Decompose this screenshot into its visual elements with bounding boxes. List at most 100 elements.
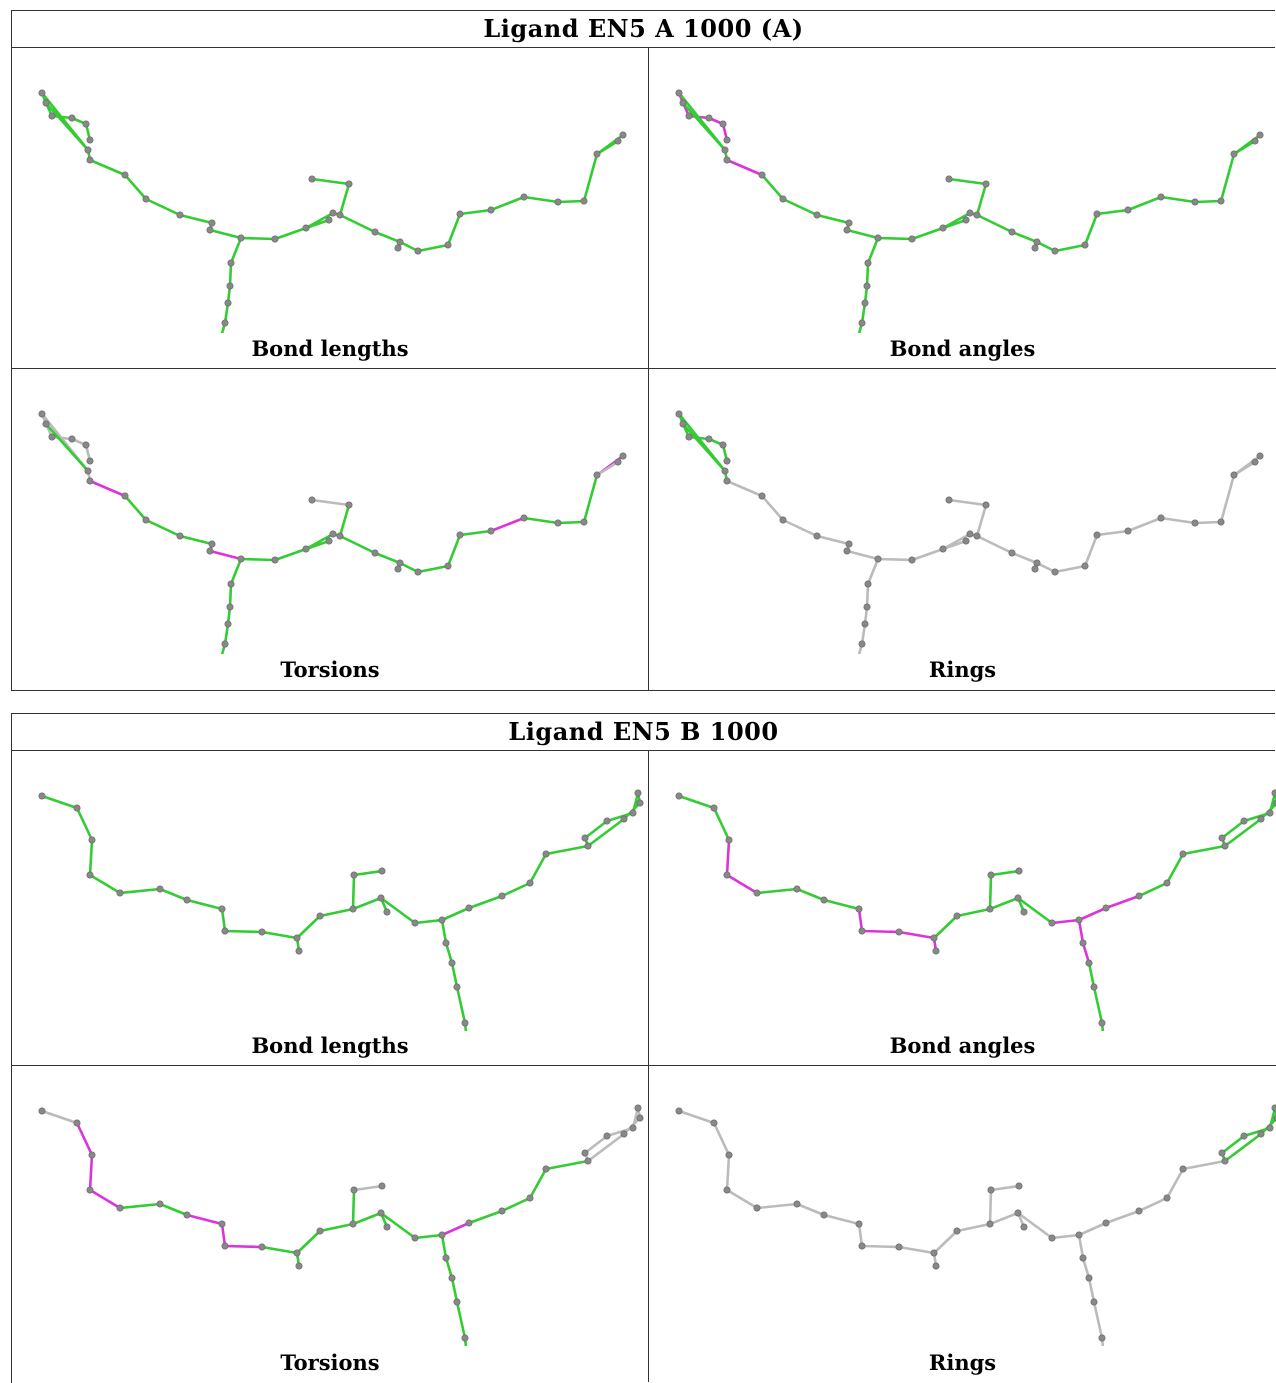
atom (843, 547, 851, 555)
bond (295, 1229, 322, 1255)
atom (1075, 1231, 1083, 1239)
atom (411, 919, 419, 927)
atom (1251, 137, 1259, 145)
ligand-b-rings-panel: Rings (649, 1066, 1276, 1382)
atom (38, 89, 46, 97)
atom (753, 889, 761, 897)
bond (1050, 1233, 1081, 1240)
atom (986, 1220, 994, 1228)
bond (1010, 230, 1039, 244)
bond (583, 819, 609, 840)
bond (260, 1245, 299, 1255)
atom (1020, 1223, 1028, 1231)
bond (975, 503, 988, 538)
atom (302, 224, 310, 232)
bond (1083, 533, 1099, 568)
atom (982, 501, 990, 509)
atom (593, 150, 601, 158)
bond (1159, 195, 1197, 204)
atom (1048, 1234, 1056, 1242)
atom (874, 555, 882, 563)
atom (68, 114, 76, 122)
atom (962, 216, 970, 224)
atom (620, 815, 628, 823)
bond (123, 494, 148, 522)
atom (932, 947, 940, 955)
atom (685, 433, 693, 441)
bond (1077, 918, 1085, 945)
ligand-a-torsions-caption: Torsions (280, 657, 380, 682)
bond (595, 460, 620, 477)
bond (239, 236, 277, 241)
atom (908, 235, 916, 243)
ligand-a-rings-panel: Rings (649, 369, 1276, 690)
atom (1124, 206, 1132, 214)
atom (1031, 565, 1039, 573)
atom (1124, 527, 1132, 535)
atom (1256, 131, 1264, 139)
bond (75, 806, 94, 842)
atom (1221, 1157, 1229, 1165)
atom (1217, 518, 1225, 526)
atom (1048, 919, 1056, 927)
atom (48, 433, 56, 441)
bond (866, 236, 880, 265)
bond (446, 212, 462, 247)
atom (1240, 1132, 1248, 1140)
ligand-b-torsions-caption: Torsions (280, 1350, 380, 1375)
atom (679, 99, 687, 107)
atom (461, 1334, 469, 1342)
bond (178, 213, 214, 225)
bond (988, 873, 993, 911)
bond (725, 1188, 759, 1210)
bond (352, 869, 384, 877)
atom (1273, 1114, 1276, 1122)
atom (224, 620, 232, 628)
atom (1157, 193, 1165, 201)
atom (820, 1211, 828, 1219)
atom (1014, 894, 1022, 902)
atom (221, 927, 229, 935)
atom (1081, 562, 1089, 570)
atom (295, 947, 303, 955)
atom (1093, 210, 1101, 218)
atom (456, 210, 464, 218)
ligand-b-bond-lengths-panel: Bond lengths (12, 751, 649, 1066)
bond (40, 1109, 79, 1125)
bond (975, 534, 1014, 555)
atom (345, 180, 353, 188)
bond (220, 1222, 227, 1248)
atom (723, 136, 731, 144)
bond (876, 557, 914, 562)
atom (554, 519, 562, 527)
bond (876, 236, 914, 241)
atom (1079, 939, 1087, 947)
atom (237, 555, 245, 563)
bond (795, 1202, 826, 1217)
bond (845, 228, 880, 240)
bond (1050, 918, 1081, 925)
bond (795, 887, 826, 902)
atom (206, 226, 214, 234)
bond (1126, 516, 1163, 533)
atom (1240, 817, 1248, 825)
atom (945, 496, 953, 504)
bond (1220, 819, 1246, 840)
atom (779, 195, 787, 203)
bond (416, 564, 450, 574)
atom (88, 836, 96, 844)
bond (44, 422, 90, 473)
atom (675, 410, 683, 418)
atom (953, 912, 961, 920)
atom (487, 206, 495, 214)
bond (304, 532, 335, 551)
atom (1098, 1334, 1106, 1342)
bond (522, 195, 560, 204)
bond (467, 1209, 504, 1225)
bond (544, 1159, 590, 1171)
atom (843, 226, 851, 234)
bond (910, 226, 945, 241)
ligand-b-table: Ligand EN5 B 1000 Bond lengths Bond angl… (11, 713, 1276, 1383)
bond (440, 906, 471, 922)
bond (458, 208, 493, 216)
